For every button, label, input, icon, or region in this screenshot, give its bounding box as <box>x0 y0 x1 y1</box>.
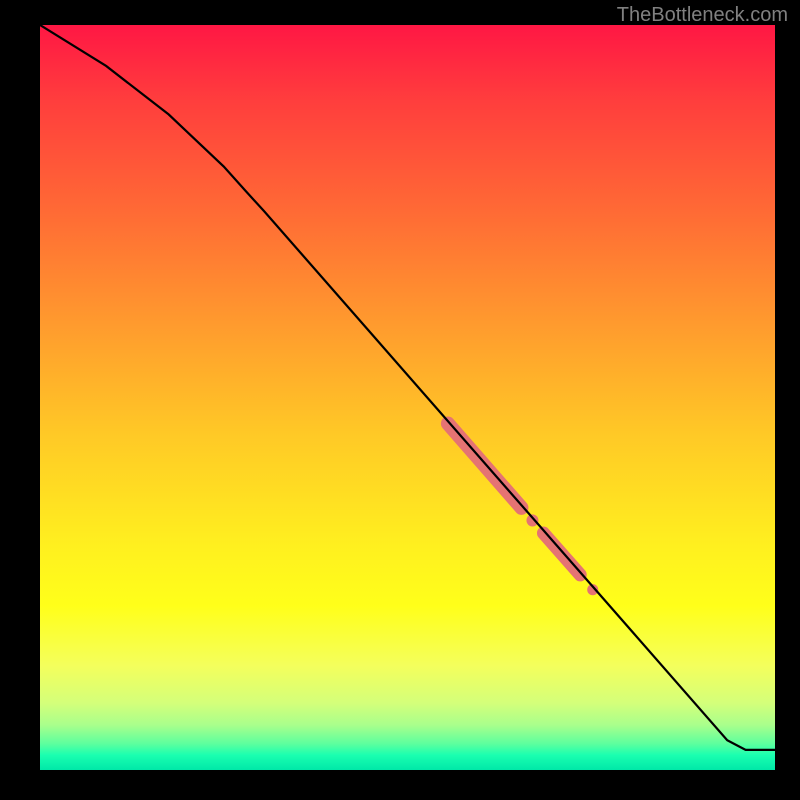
plot-area <box>40 25 775 770</box>
highlight-layer <box>448 424 598 596</box>
highlight-segment <box>543 533 580 575</box>
highlight-segment <box>448 424 522 508</box>
main-curve <box>40 25 775 750</box>
watermark-text: TheBottleneck.com <box>617 4 788 27</box>
chart-svg <box>40 25 775 770</box>
